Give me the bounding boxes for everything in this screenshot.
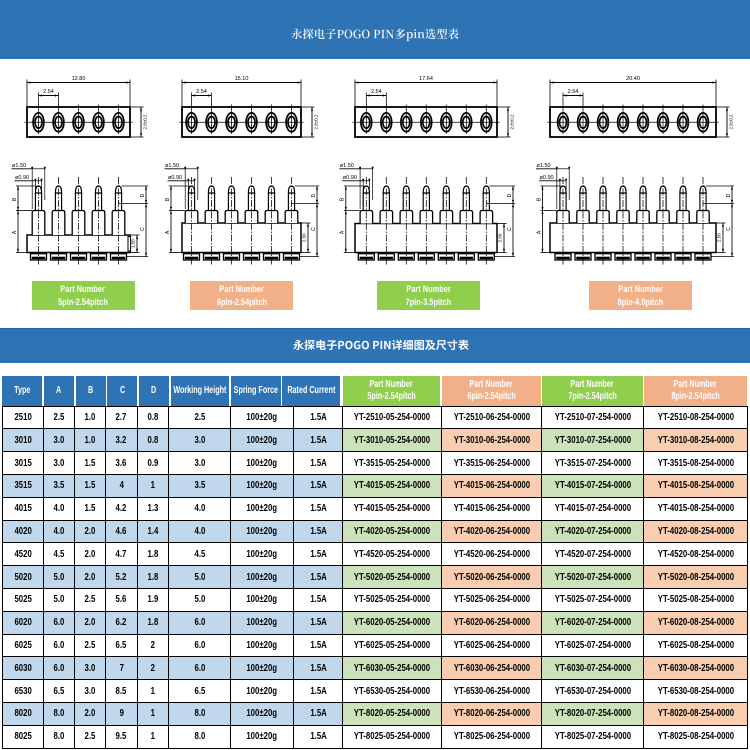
svg-text:2.50: 2.50 [716,233,721,242]
svg-text:2.54: 2.54 [371,89,382,95]
svg-text:D: D [726,193,732,197]
svg-text:ø1.50: ø1.50 [165,163,179,169]
svg-text:2.8±0.2: 2.8±0.2 [314,114,319,129]
svg-text:ø1.50: ø1.50 [340,163,354,169]
svg-text:2.54: 2.54 [568,89,579,95]
svg-text:ø1.50: ø1.50 [537,163,551,169]
svg-text:C: C [726,227,732,231]
svg-text:D: D [507,193,513,197]
svg-text:D: D [311,193,317,197]
svg-text:C: C [140,227,146,231]
svg-text:ø1.50: ø1.50 [12,163,26,169]
svg-text:C: C [507,227,513,231]
svg-text:ø0.90: ø0.90 [168,175,182,181]
svg-text:15.10: 15.10 [235,76,249,82]
svg-text:ø0.90: ø0.90 [15,175,29,181]
svg-text:2.8±0.2: 2.8±0.2 [143,114,148,129]
svg-text:2.50: 2.50 [497,233,502,242]
svg-text:2.50: 2.50 [301,233,306,242]
svg-text:2.8±0.2: 2.8±0.2 [510,114,515,129]
svg-text:C: C [311,227,317,231]
svg-text:B: B [12,197,18,201]
svg-text:20.40: 20.40 [626,76,640,82]
svg-text:D: D [140,193,146,197]
svg-text:2.8±0.2: 2.8±0.2 [729,114,734,129]
svg-text:A: A [536,230,542,234]
svg-text:2.54: 2.54 [196,89,207,95]
svg-text:B: B [165,197,171,201]
svg-text:B: B [536,197,542,201]
svg-text:12.80: 12.80 [72,76,86,82]
svg-text:2.54: 2.54 [43,89,54,95]
svg-text:ø0.90: ø0.90 [343,175,357,181]
svg-text:1.50: 1.50 [130,239,135,248]
svg-text:17.64: 17.64 [419,76,433,82]
svg-text:A: A [340,230,346,234]
svg-text:B: B [340,197,346,201]
svg-text:ø0.90: ø0.90 [540,175,554,181]
svg-text:A: A [165,230,171,234]
svg-text:A: A [12,230,18,234]
